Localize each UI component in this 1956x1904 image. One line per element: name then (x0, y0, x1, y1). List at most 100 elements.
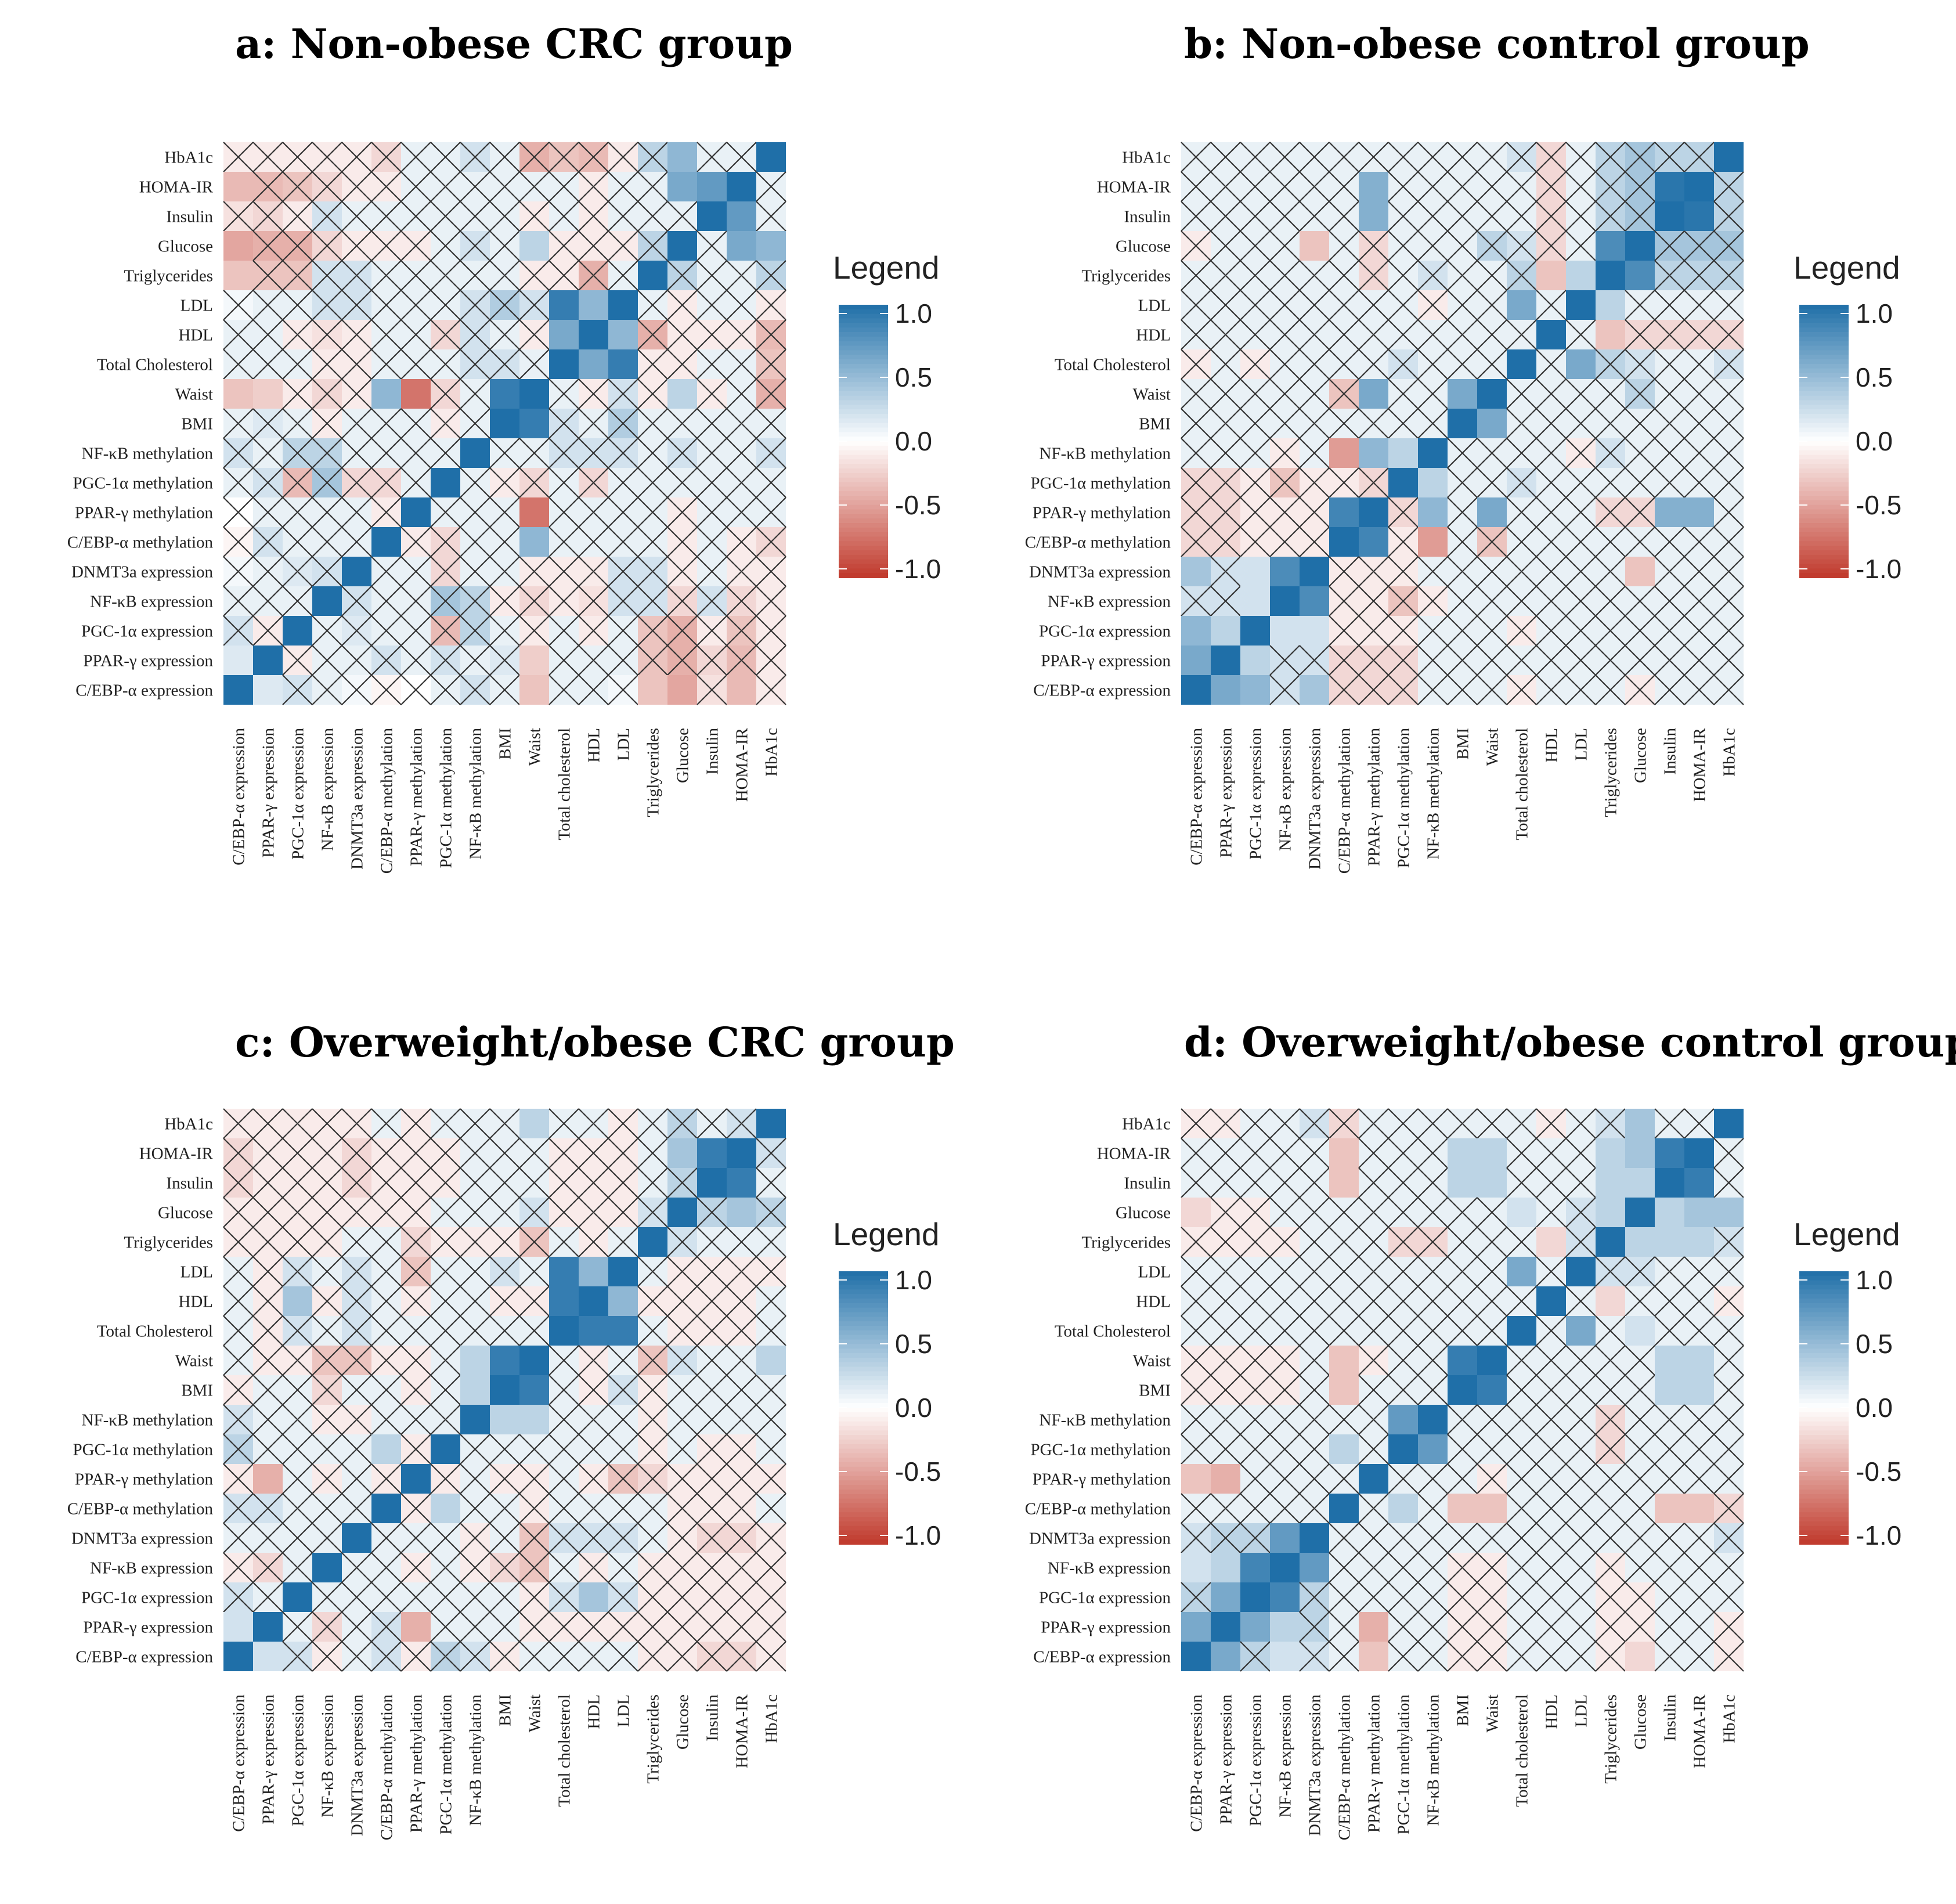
column-label: Glucose (1632, 728, 1650, 783)
nonsignificant-cross (489, 615, 520, 646)
nonsignificant-cross (1654, 615, 1685, 646)
nonsignificant-cross (341, 1256, 372, 1287)
nonsignificant-cross (252, 201, 283, 232)
nonsignificant-cross (1358, 408, 1389, 439)
nonsignificant-cross (1388, 1523, 1419, 1553)
heatmap-cell (1329, 1138, 1359, 1168)
heatmap-cell (1596, 290, 1625, 320)
legend-gradient-step (1799, 1521, 1849, 1527)
legend-gradient-step (839, 1416, 888, 1422)
nonsignificant-cross (1388, 1197, 1419, 1228)
nonsignificant-cross (1713, 1404, 1744, 1435)
nonsignificant-cross (371, 438, 402, 468)
nonsignificant-cross (460, 1463, 490, 1494)
legend-gradient-step (1799, 341, 1849, 347)
nonsignificant-cross (578, 1138, 609, 1169)
nonsignificant-cross (460, 1167, 490, 1198)
row-label: Insulin (1124, 1174, 1171, 1193)
nonsignificant-cross (1358, 1315, 1389, 1346)
nonsignificant-cross (519, 1434, 550, 1465)
nonsignificant-cross (1713, 1552, 1744, 1583)
nonsignificant-cross (1358, 319, 1389, 350)
nonsignificant-cross (1210, 1108, 1241, 1139)
nonsignificant-cross (1240, 319, 1271, 350)
nonsignificant-cross (1269, 467, 1300, 498)
heatmap-cell (1477, 1494, 1507, 1523)
legend-gradient-step (839, 414, 888, 419)
nonsignificant-cross (400, 1315, 431, 1346)
nonsignificant-cross (252, 1345, 283, 1376)
nonsignificant-cross (1477, 1523, 1507, 1553)
nonsignificant-cross (1358, 556, 1389, 587)
heatmap-cell (342, 557, 371, 586)
nonsignificant-cross (223, 467, 254, 498)
nonsignificant-cross (1684, 260, 1715, 291)
nonsignificant-cross (548, 467, 579, 498)
nonsignificant-cross (1240, 1315, 1271, 1346)
column-label: Triglycerides (644, 1694, 663, 1784)
nonsignificant-cross (1299, 319, 1330, 350)
nonsignificant-cross (1506, 142, 1537, 172)
nonsignificant-cross (756, 497, 786, 528)
nonsignificant-cross (282, 201, 313, 232)
legend-gradient-step (839, 1335, 888, 1340)
row-label: Waist (175, 385, 213, 404)
nonsignificant-cross (1654, 349, 1685, 380)
column-label: NF-κB methylation (1424, 728, 1443, 860)
nonsignificant-cross (756, 1434, 786, 1465)
heatmap-cell (1596, 1227, 1625, 1257)
row-label: BMI (181, 415, 213, 434)
nonsignificant-cross (548, 1493, 579, 1524)
nonsignificant-cross (460, 408, 490, 439)
nonsignificant-cross (1299, 1404, 1330, 1435)
nonsignificant-cross (1447, 1108, 1478, 1139)
row-label: PGC-1α methylation (1030, 474, 1171, 493)
legend-gradient-step (1799, 554, 1849, 560)
row-label: LDL (181, 1263, 213, 1282)
nonsignificant-cross (1210, 1404, 1241, 1435)
nonsignificant-cross (460, 260, 490, 291)
nonsignificant-cross (312, 349, 342, 380)
nonsignificant-cross (252, 142, 283, 172)
nonsignificant-cross (1477, 1315, 1507, 1346)
legend-tick-label: 0.0 (895, 1393, 932, 1423)
row-label: Triglycerides (1081, 267, 1171, 286)
legend-gradient-step (839, 305, 888, 310)
nonsignificant-cross (608, 438, 638, 468)
nonsignificant-cross (1269, 1434, 1300, 1465)
legend-gradient-step (839, 1339, 888, 1345)
nonsignificant-cross (489, 1611, 520, 1642)
legend-tick-label: -1.0 (1856, 554, 1901, 584)
nonsignificant-cross (1625, 1523, 1655, 1553)
panel-title: b: Non-obese control group (1184, 20, 1810, 68)
nonsignificant-cross (489, 1523, 520, 1553)
column-label: PGC-1α methylation (437, 728, 456, 868)
nonsignificant-cross (400, 1523, 431, 1553)
nonsignificant-cross (312, 1493, 342, 1524)
column-label: Glucose (674, 1694, 692, 1750)
nonsignificant-cross (1654, 645, 1685, 676)
row-label: PPAR-γ methylation (1033, 1470, 1171, 1489)
nonsignificant-cross (460, 675, 490, 705)
nonsignificant-cross (1388, 230, 1419, 261)
heatmap-cell (401, 497, 431, 527)
nonsignificant-cross (282, 349, 313, 380)
nonsignificant-cross (667, 1108, 698, 1139)
heatmap-cell (1300, 616, 1329, 646)
column-label: Insulin (1661, 728, 1680, 775)
column-label: Insulin (703, 1694, 722, 1741)
nonsignificant-cross (1210, 1197, 1241, 1228)
legend-gradient-step (839, 482, 888, 488)
legend-gradient-step (1799, 418, 1849, 424)
legend-gradient-step (1799, 523, 1849, 528)
legend-gradient-step (1799, 355, 1849, 360)
legend-tick-label: 1.0 (1856, 1265, 1893, 1295)
nonsignificant-cross (400, 1493, 431, 1524)
column-label: PGC-1α methylation (1395, 1694, 1413, 1835)
nonsignificant-cross (1654, 1315, 1685, 1346)
column-label: PGC-1α expression (289, 1694, 308, 1827)
nonsignificant-cross (1299, 1611, 1330, 1642)
heatmap-cell (1448, 379, 1477, 409)
nonsignificant-cross (1358, 290, 1389, 320)
